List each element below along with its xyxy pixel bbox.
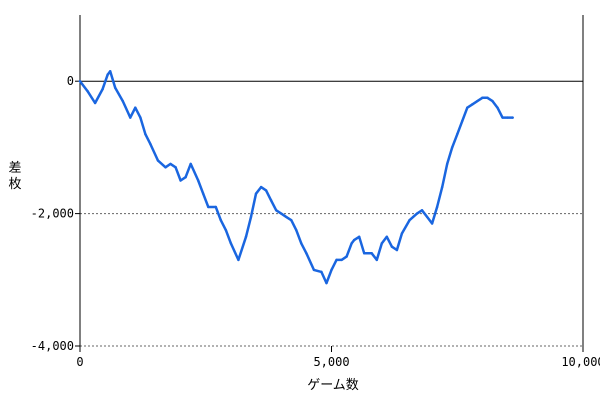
data-point <box>285 215 288 219</box>
data-point <box>390 245 394 248</box>
data-point <box>425 215 429 219</box>
data-point <box>86 89 89 93</box>
data-point <box>491 99 494 103</box>
data-point <box>229 242 233 245</box>
data-point <box>466 106 469 109</box>
data-point <box>325 281 328 285</box>
data-point <box>189 162 192 166</box>
data-point <box>345 255 348 258</box>
data-point <box>352 238 356 242</box>
data-point <box>305 252 308 255</box>
data-point <box>134 106 137 109</box>
data-point <box>264 189 268 192</box>
data-point <box>129 116 132 119</box>
data-point <box>249 215 253 219</box>
data-point <box>320 270 323 274</box>
data-point <box>164 166 167 169</box>
data-point <box>375 258 378 262</box>
data-point <box>219 219 223 222</box>
x-tick-label: 0 <box>76 355 83 369</box>
data-point <box>461 119 464 123</box>
data-point <box>207 205 210 209</box>
x-tick-label: 5,000 <box>313 355 349 369</box>
data-point <box>501 116 504 119</box>
y-tick-label: -4,000 <box>31 339 74 353</box>
data-point <box>486 96 489 99</box>
data-point <box>290 219 293 222</box>
data-point <box>400 232 404 235</box>
data-point <box>274 209 278 212</box>
data-point <box>179 179 182 182</box>
series-line <box>78 70 514 285</box>
data-point <box>114 86 117 90</box>
data-point <box>357 235 361 238</box>
data-point <box>259 185 263 189</box>
y-tick-label: 0 <box>67 74 74 88</box>
series-layer <box>78 70 514 285</box>
data-point <box>78 80 82 83</box>
data-point <box>101 87 104 91</box>
data-point <box>139 116 142 119</box>
data-point <box>169 162 172 166</box>
data-point <box>224 228 228 232</box>
data-point <box>506 116 509 119</box>
data-point <box>362 252 366 255</box>
data-point <box>496 106 499 109</box>
data-point <box>435 205 439 209</box>
data-point <box>280 212 283 215</box>
data-point <box>440 185 444 189</box>
data-point <box>451 146 454 149</box>
data-point <box>380 242 383 245</box>
data-point <box>106 73 109 76</box>
data-point <box>202 192 205 195</box>
data-point <box>121 99 124 103</box>
data-point <box>335 258 338 262</box>
data-point <box>481 96 484 99</box>
data-point <box>237 258 240 262</box>
data-point <box>330 268 333 272</box>
data-point <box>254 192 258 195</box>
y-axis-label: 差枚 <box>8 161 21 192</box>
data-point <box>395 248 399 252</box>
data-point <box>144 132 147 136</box>
data-point <box>214 205 218 209</box>
data-point <box>269 199 273 202</box>
data-point <box>174 166 177 169</box>
data-point <box>471 103 474 106</box>
data-point <box>295 228 298 232</box>
data-point <box>340 258 343 262</box>
data-point <box>445 162 449 166</box>
data-point <box>149 142 152 146</box>
x-tick-label: 10,000 <box>561 355 600 369</box>
data-point <box>415 212 419 215</box>
data-point <box>312 268 316 272</box>
data-point <box>430 222 434 225</box>
data-point <box>108 70 112 73</box>
data-point <box>370 252 373 255</box>
data-point <box>350 242 353 245</box>
x-axis-label: ゲーム数 <box>307 378 359 393</box>
data-point <box>456 132 459 136</box>
data-point <box>184 175 187 179</box>
axes <box>79 15 584 346</box>
tick-marks <box>75 80 584 352</box>
data-point <box>408 219 411 222</box>
data-point <box>420 209 424 212</box>
data-point <box>511 116 514 119</box>
data-point <box>244 235 248 238</box>
data-point <box>300 242 303 245</box>
data-point <box>385 235 389 238</box>
data-point <box>156 159 160 162</box>
data-point <box>197 179 200 182</box>
data-point <box>93 101 97 105</box>
y-tick-label: -2,000 <box>31 207 74 221</box>
data-point <box>476 99 479 103</box>
